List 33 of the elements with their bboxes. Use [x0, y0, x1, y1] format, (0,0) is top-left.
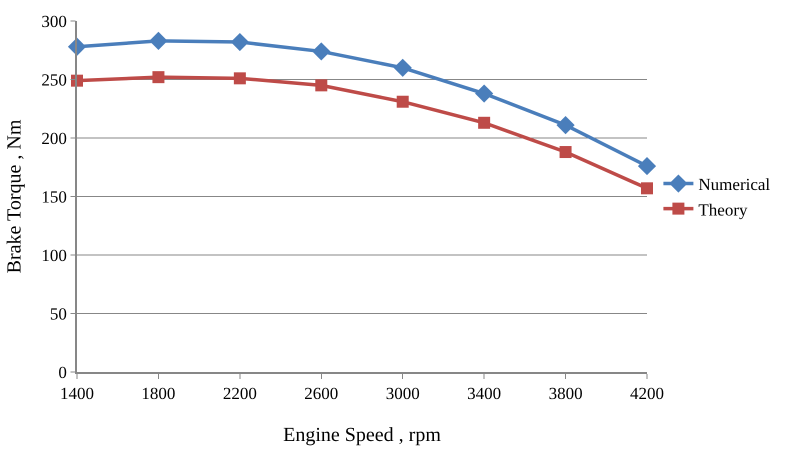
y-tick-label: 300 [41, 12, 67, 31]
y-tick-label: 250 [41, 70, 67, 90]
y-tick-label: 50 [50, 304, 67, 324]
y-tick-label: 0 [58, 362, 67, 382]
point [475, 84, 494, 103]
point [394, 58, 412, 77]
x-tick-label: 1800 [141, 384, 176, 404]
point [560, 146, 572, 158]
x-tick-label: 3000 [386, 384, 420, 404]
x-axis-title: Engine Speed , rpm [283, 424, 442, 446]
x-tick-label: 3800 [548, 384, 583, 404]
x-tick-label: 2600 [304, 384, 338, 404]
legend-label: Numerical [698, 175, 770, 194]
x-tick-label: 2200 [222, 384, 257, 404]
y-axis-title: Brake Torque , Nm [3, 119, 26, 274]
y-tick-label: 200 [41, 128, 67, 148]
x-tick-label: 3400 [467, 384, 502, 404]
point [152, 71, 164, 84]
point [149, 32, 168, 50]
point [396, 96, 409, 108]
point [638, 156, 656, 176]
x-tick-label: 1400 [60, 384, 94, 404]
y-tick-label: 100 [41, 246, 67, 265]
y-tick-label: 150 [41, 187, 67, 206]
point [312, 42, 330, 61]
point [230, 32, 249, 52]
point [234, 72, 246, 84]
legend-label: Theory [698, 200, 748, 220]
point [315, 79, 328, 92]
point [478, 116, 490, 129]
point [556, 116, 575, 134]
point [641, 182, 653, 194]
x-tick-label: 4200 [630, 384, 664, 404]
